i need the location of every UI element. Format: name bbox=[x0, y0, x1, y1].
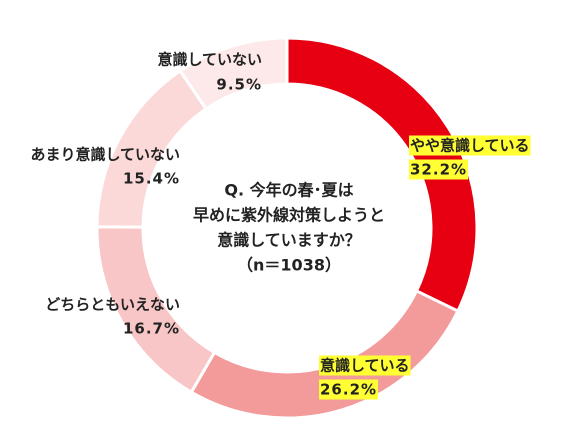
center-line: 意識していますか？ bbox=[217, 231, 361, 250]
center-line: 早めに紫外線対策しようと bbox=[193, 206, 385, 225]
category-label: どちらともいえない bbox=[45, 296, 180, 314]
segment-label: 意識していない 9.5% bbox=[157, 51, 262, 94]
category-label: やや意識している bbox=[410, 137, 530, 155]
segment-label: あまり意識していない 15.4% bbox=[30, 146, 180, 188]
donut-segment bbox=[178, 36, 289, 111]
highlight bbox=[409, 135, 531, 156]
center-line: （n＝1038） bbox=[237, 256, 341, 275]
value-label: 15.4% bbox=[123, 170, 180, 188]
segment-label: どちらともいえない 16.7% bbox=[45, 296, 180, 338]
value-label: 32.2% bbox=[410, 161, 467, 179]
segment-label: やや意識している 32.2% bbox=[409, 135, 531, 180]
category-label: 意識していない bbox=[157, 51, 262, 69]
highlight bbox=[319, 355, 411, 376]
value-label: 16.7% bbox=[123, 320, 180, 338]
category-label: 意識している bbox=[320, 357, 410, 375]
center-line: Q. 今年の春･夏は bbox=[224, 181, 353, 200]
segment-label: 意識している 26.2% bbox=[319, 355, 411, 400]
highlight bbox=[409, 159, 469, 180]
category-label: あまり意識していない bbox=[30, 146, 180, 164]
highlight bbox=[319, 379, 379, 400]
value-label: 9.5% bbox=[216, 76, 262, 94]
value-label: 26.2% bbox=[320, 381, 377, 399]
